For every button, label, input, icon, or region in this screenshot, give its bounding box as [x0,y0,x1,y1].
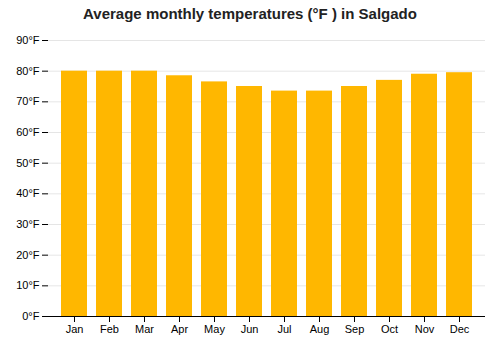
svg-text:Apr: Apr [171,323,188,335]
svg-text:90°F: 90°F [16,34,40,46]
svg-text:50°F: 50°F [16,157,40,169]
svg-text:80°F: 80°F [16,65,40,77]
html-text:Average monthly temperatures (: Average monthly temperatures (°F ) in Sa… [83,5,417,22]
svg-text:60°F: 60°F [16,126,40,138]
svg-text:10°F: 10°F [16,279,40,291]
svg-text:Oct: Oct [381,323,398,335]
svg-text:40°F: 40°F [16,187,40,199]
svg-text:Aug: Aug [310,323,330,335]
svg-text:Jan: Jan [66,323,84,335]
svg-text:Nov: Nov [415,323,435,335]
svg-text:Sep: Sep [345,323,365,335]
svg-text:Jul: Jul [277,323,291,335]
svg-text:0°F: 0°F [22,310,40,322]
svg-text:May: May [204,323,225,335]
svg-text:Mar: Mar [135,323,154,335]
svg-text:20°F: 20°F [16,249,40,261]
svg-text:70°F: 70°F [16,95,40,107]
svg-text:30°F: 30°F [16,218,40,230]
svg-text:Feb: Feb [100,323,119,335]
svg-text:Jun: Jun [241,323,259,335]
svg-text:Dec: Dec [450,323,470,335]
